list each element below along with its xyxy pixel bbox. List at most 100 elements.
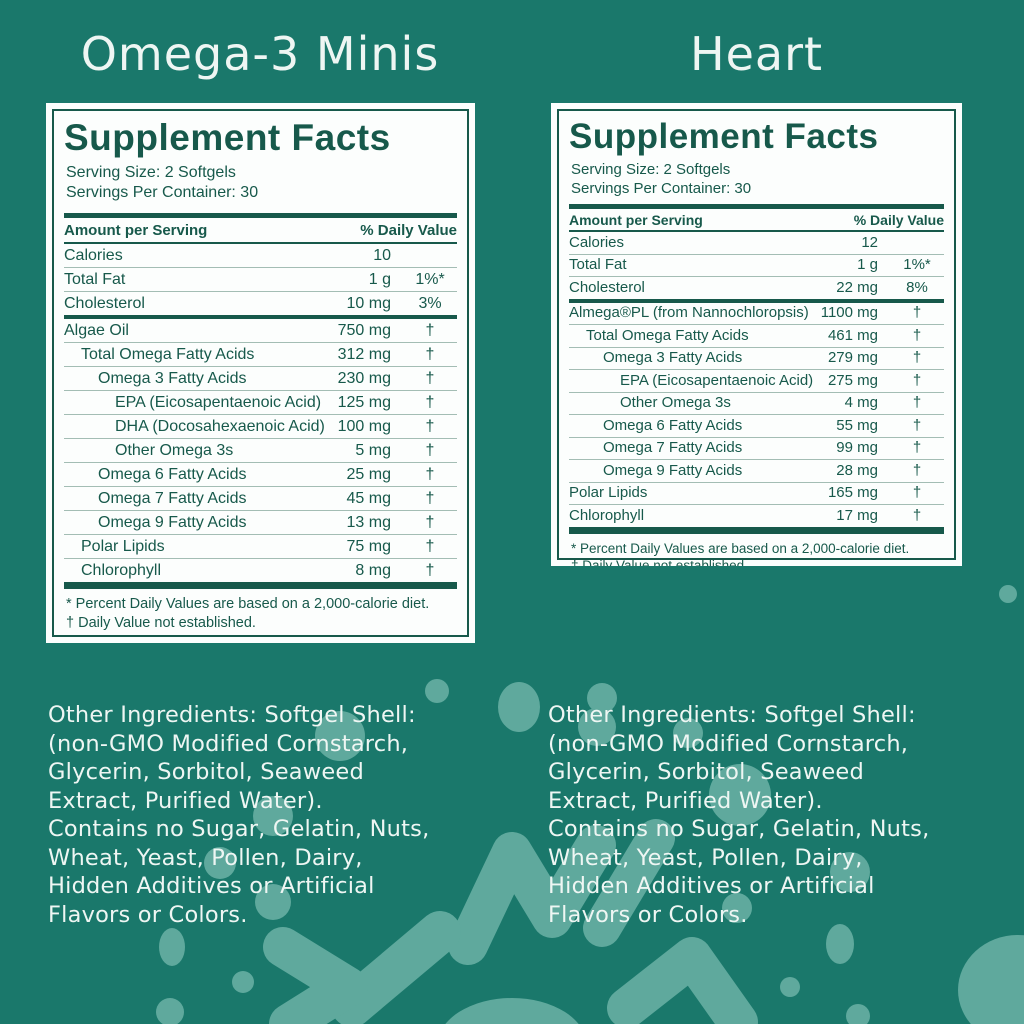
row-label: Chlorophyll xyxy=(81,561,162,579)
row-dv: † xyxy=(425,369,435,387)
row-dv: † xyxy=(912,371,922,389)
product-title-omega3-minis: Omega-3 Minis xyxy=(80,27,440,81)
supplement-facts-heading: Supplement Facts xyxy=(64,117,391,158)
row-amount: 45 mg xyxy=(346,489,391,507)
row-label: Omega 9 Fatty Acids xyxy=(98,513,247,531)
table-row: Cholesterol 22 mg 8% xyxy=(569,276,944,299)
row-amount: 461 mg xyxy=(827,326,878,344)
row-dv: † xyxy=(912,506,922,524)
row-dv: † xyxy=(912,394,922,411)
table-header-row: Amount per Serving % Daily Value xyxy=(64,218,457,244)
footnotes: * Percent Daily Values are based on a 2,… xyxy=(64,589,457,633)
row-amount: 125 mg xyxy=(337,393,391,411)
servings-per-container: Servings Per Container: 30 xyxy=(571,179,752,197)
table-row: Calories 12 xyxy=(569,232,944,254)
footnote-daily-values: * Percent Daily Values are based on a 2,… xyxy=(66,596,430,612)
row-label: DHA (Docosahexaenoic Acid) xyxy=(115,417,325,435)
row-label: Omega 3 Fatty Acids xyxy=(603,349,743,366)
row-dv: † xyxy=(912,304,922,321)
column-header-daily-value: % Daily Value xyxy=(853,212,944,228)
row-amount: 75 mg xyxy=(346,537,391,555)
serving-size: Serving Size: 2 Softgels xyxy=(66,164,236,181)
row-amount: 13 mg xyxy=(346,513,391,531)
row-label: Cholesterol xyxy=(64,294,145,312)
divider-bar xyxy=(64,213,457,218)
row-dv: † xyxy=(425,465,435,483)
row-dv: 1%* xyxy=(903,256,931,273)
row-label: Omega 3 Fatty Acids xyxy=(98,369,247,387)
row-label: Polar Lipids xyxy=(81,537,165,555)
row-dv: † xyxy=(425,393,435,411)
table-row: Omega 3 Fatty Acids 230 mg † xyxy=(64,366,457,390)
row-label: EPA (Eicosapentaenoic Acid) xyxy=(115,393,322,411)
row-label: Chlorophyll xyxy=(569,506,645,524)
row-amount: 10 xyxy=(373,246,391,264)
serving-size: Serving Size: 2 Softgels xyxy=(571,161,731,178)
table-row: EPA (Eicosapentaenoic Acid) 125 mg † xyxy=(64,390,457,414)
row-label: EPA (Eicosapentaenoic Acid) xyxy=(620,371,814,389)
row-dv: † xyxy=(425,561,435,579)
row-amount: 8 mg xyxy=(355,561,391,579)
table-row: DHA (Docosahexaenoic Acid) 100 mg † xyxy=(64,414,457,438)
row-amount: 750 mg xyxy=(337,321,391,339)
row-dv: † xyxy=(912,461,922,479)
row-amount: 10 mg xyxy=(346,294,391,312)
table-row: Other Omega 3s 5 mg † xyxy=(64,438,457,462)
table-row: Cholesterol 10 mg 3% xyxy=(64,291,457,315)
row-amount: 55 mg xyxy=(836,416,878,434)
row-label: Calories xyxy=(569,233,625,251)
table-row: Omega 3 Fatty Acids 279 mg † xyxy=(569,346,944,370)
row-amount: 279 mg xyxy=(827,349,878,366)
row-amount: 312 mg xyxy=(337,345,391,363)
table-row: Total Fat 1 g 1%* xyxy=(569,253,944,277)
table-header-row: Amount per Serving % Daily Value xyxy=(569,209,944,232)
supplement-facts-heading: Supplement Facts xyxy=(569,117,879,156)
table-row: Chlorophyll 17 mg † xyxy=(569,504,944,527)
column-header-daily-value: % Daily Value xyxy=(360,222,457,239)
table-row: Chlorophyll 8 mg † xyxy=(64,558,457,582)
row-label: Omega 7 Fatty Acids xyxy=(603,439,743,456)
table-row: Total Fat 1 g 1%* xyxy=(64,267,457,291)
table-row: Almega®PL (from Nannochloropsis) 1100 mg † xyxy=(569,298,944,325)
row-amount: 100 mg xyxy=(337,417,391,435)
row-amount: 25 mg xyxy=(346,465,391,483)
row-label: Omega 6 Fatty Acids xyxy=(98,465,247,483)
row-label: Polar Lipids xyxy=(569,484,648,501)
row-dv: † xyxy=(425,321,435,339)
row-amount: 28 mg xyxy=(836,461,878,479)
row-dv: † xyxy=(425,417,435,435)
table-row: Omega 7 Fatty Acids 45 mg † xyxy=(64,486,457,510)
servings-per-container: Servings Per Container: 30 xyxy=(66,184,259,201)
row-label: Total Omega Fatty Acids xyxy=(81,345,255,363)
row-dv: † xyxy=(912,439,922,456)
column-header-amount: Amount per Serving xyxy=(64,222,208,239)
nutrient-table: Calories 10 Total Fat 1 g 1%* Cholesterol 10 m… xyxy=(64,244,457,589)
table-row: Omega 6 Fatty Acids 55 mg † xyxy=(569,414,944,437)
row-dv: † xyxy=(425,537,435,555)
row-amount: 17 mg xyxy=(836,506,878,524)
table-row: Total Omega Fatty Acids 312 mg † xyxy=(64,342,457,366)
row-amount: 12 xyxy=(861,233,878,251)
footnote-dagger: † Daily Value not established. xyxy=(571,558,748,566)
other-ingredients-omega3-minis: Other Ingredients: Softgel Shell: (non-G… xyxy=(48,702,430,928)
table-row: Algae Oil 750 mg † xyxy=(64,315,457,342)
table-row: Omega 9 Fatty Acids 28 mg † xyxy=(569,459,944,482)
footnote-daily-values: * Percent Daily Values are based on a 2,… xyxy=(571,540,910,556)
row-label: Almega®PL (from Nannochloropsis) xyxy=(569,304,809,321)
row-dv: † xyxy=(912,484,922,501)
row-amount: 1 g xyxy=(368,270,391,288)
row-label: Total Fat xyxy=(64,270,126,288)
divider-bar xyxy=(569,204,944,209)
row-dv: † xyxy=(425,345,435,363)
row-label: Cholesterol xyxy=(569,278,645,296)
row-amount: 5 mg xyxy=(355,441,391,459)
row-amount: 99 mg xyxy=(836,439,878,456)
row-label: Other Omega 3s xyxy=(620,394,731,411)
row-amount: 22 mg xyxy=(836,278,878,296)
row-dv: † xyxy=(912,349,922,366)
row-dv: † xyxy=(425,513,435,531)
table-row: EPA (Eicosapentaenoic Acid) 275 mg † xyxy=(569,369,944,392)
row-label: Total Omega Fatty Acids xyxy=(586,326,749,344)
row-dv: 1%* xyxy=(415,270,445,288)
